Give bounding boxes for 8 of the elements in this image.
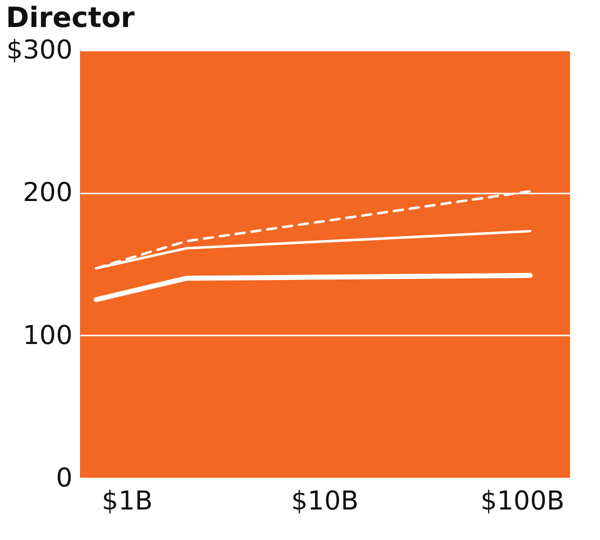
- y-tick-label: 200: [22, 178, 72, 208]
- y-tick-label: 0: [56, 464, 72, 494]
- chart-title: Director: [6, 1, 135, 34]
- x-tick-label: $100B: [480, 486, 564, 516]
- y-tick-label: $300: [6, 36, 72, 66]
- x-tick-label: $10B: [291, 486, 359, 516]
- y-tick-label: 100: [22, 320, 72, 351]
- x-tick-label: $1B: [102, 486, 153, 516]
